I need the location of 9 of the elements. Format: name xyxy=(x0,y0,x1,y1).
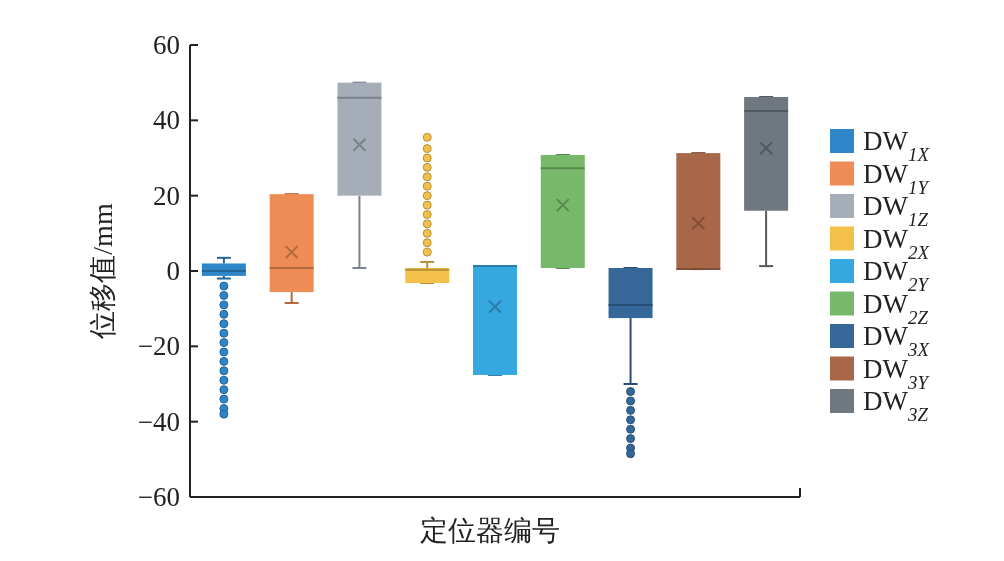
y-tick-label: 0 xyxy=(166,256,180,286)
y-tick-label: 40 xyxy=(153,105,180,136)
y-tick-label: 60 xyxy=(153,30,180,60)
y-axis-title: 位移值/mm xyxy=(87,203,118,339)
x-axis-title: 定位器编号 xyxy=(420,515,560,546)
y-tick-label: −20 xyxy=(137,331,180,362)
y-tick-label: −60 xyxy=(137,482,180,512)
y-tick-label: −40 xyxy=(137,406,180,437)
y-tick-label: 20 xyxy=(153,180,180,211)
